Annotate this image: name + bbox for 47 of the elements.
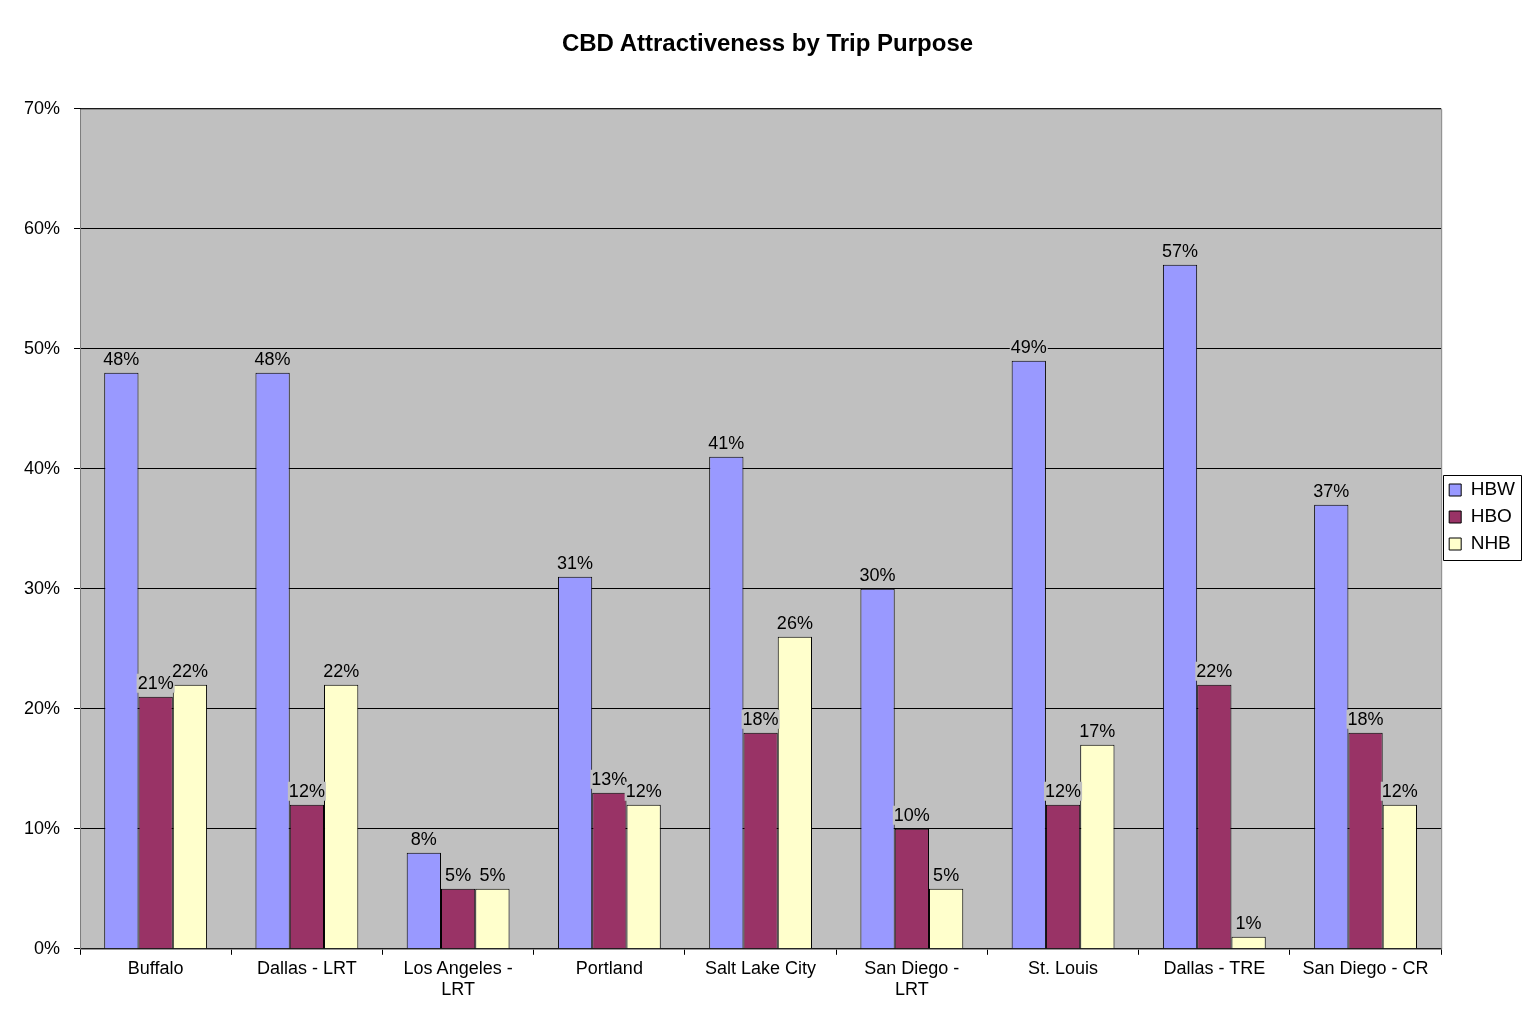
data-label: 26%	[776, 612, 813, 633]
data-label: 48%	[103, 348, 140, 369]
x-tick-label: Salt Lake City	[705, 957, 817, 978]
data-label: 18%	[1347, 708, 1384, 729]
data-label: 30%	[859, 564, 896, 585]
y-tick-label: 10%	[24, 817, 61, 838]
x-tick-label: San Diego - CR	[1302, 957, 1429, 978]
data-label: 12%	[1381, 780, 1418, 801]
data-label: 49%	[1010, 336, 1047, 357]
data-label: 18%	[742, 708, 779, 729]
y-tick-label: 30%	[24, 577, 61, 598]
data-label: 48%	[254, 348, 291, 369]
x-tick-label: San Diego - LRT	[864, 957, 960, 1000]
y-tick-label: 0%	[34, 937, 61, 958]
data-label: 5%	[479, 864, 506, 885]
data-label: 17%	[1079, 720, 1116, 741]
x-tick-label: St. Louis	[1028, 957, 1099, 978]
data-label: 5%	[445, 864, 472, 885]
legend-label: HBW	[1470, 478, 1516, 500]
data-label: 12%	[288, 780, 325, 801]
data-label: 5%	[933, 864, 960, 885]
y-tick-label: 50%	[24, 337, 61, 358]
data-label: 22%	[1196, 660, 1233, 681]
data-label: 41%	[708, 432, 745, 453]
legend-label: NHB	[1470, 532, 1511, 554]
data-label: 31%	[557, 552, 594, 573]
data-label: 13%	[591, 768, 628, 789]
x-tick-label: Dallas - LRT	[257, 957, 357, 978]
x-tick-label: Buffalo	[127, 957, 184, 978]
chart-title: CBD Attractiveness by Trip Purpose	[561, 29, 974, 57]
x-tick-label: Dallas - TRE	[1163, 957, 1266, 978]
data-label: 21%	[137, 672, 174, 693]
data-label: 22%	[323, 660, 360, 681]
x-tick-label: Portland	[575, 957, 643, 978]
data-label: 22%	[171, 660, 208, 681]
y-tick-label: 70%	[24, 97, 61, 118]
data-label: 37%	[1313, 480, 1350, 501]
y-tick-label: 40%	[24, 457, 61, 478]
y-tick-label: 60%	[24, 217, 61, 238]
x-tick-label: Los Angeles - LRT	[403, 957, 513, 1000]
data-label: 8%	[410, 828, 437, 849]
data-label: 1%	[1235, 912, 1262, 933]
data-label: 57%	[1162, 240, 1199, 261]
data-label: 10%	[893, 804, 930, 825]
y-tick-label: 20%	[24, 697, 61, 718]
data-label: 12%	[1045, 780, 1082, 801]
legend-label: HBO	[1470, 505, 1512, 527]
